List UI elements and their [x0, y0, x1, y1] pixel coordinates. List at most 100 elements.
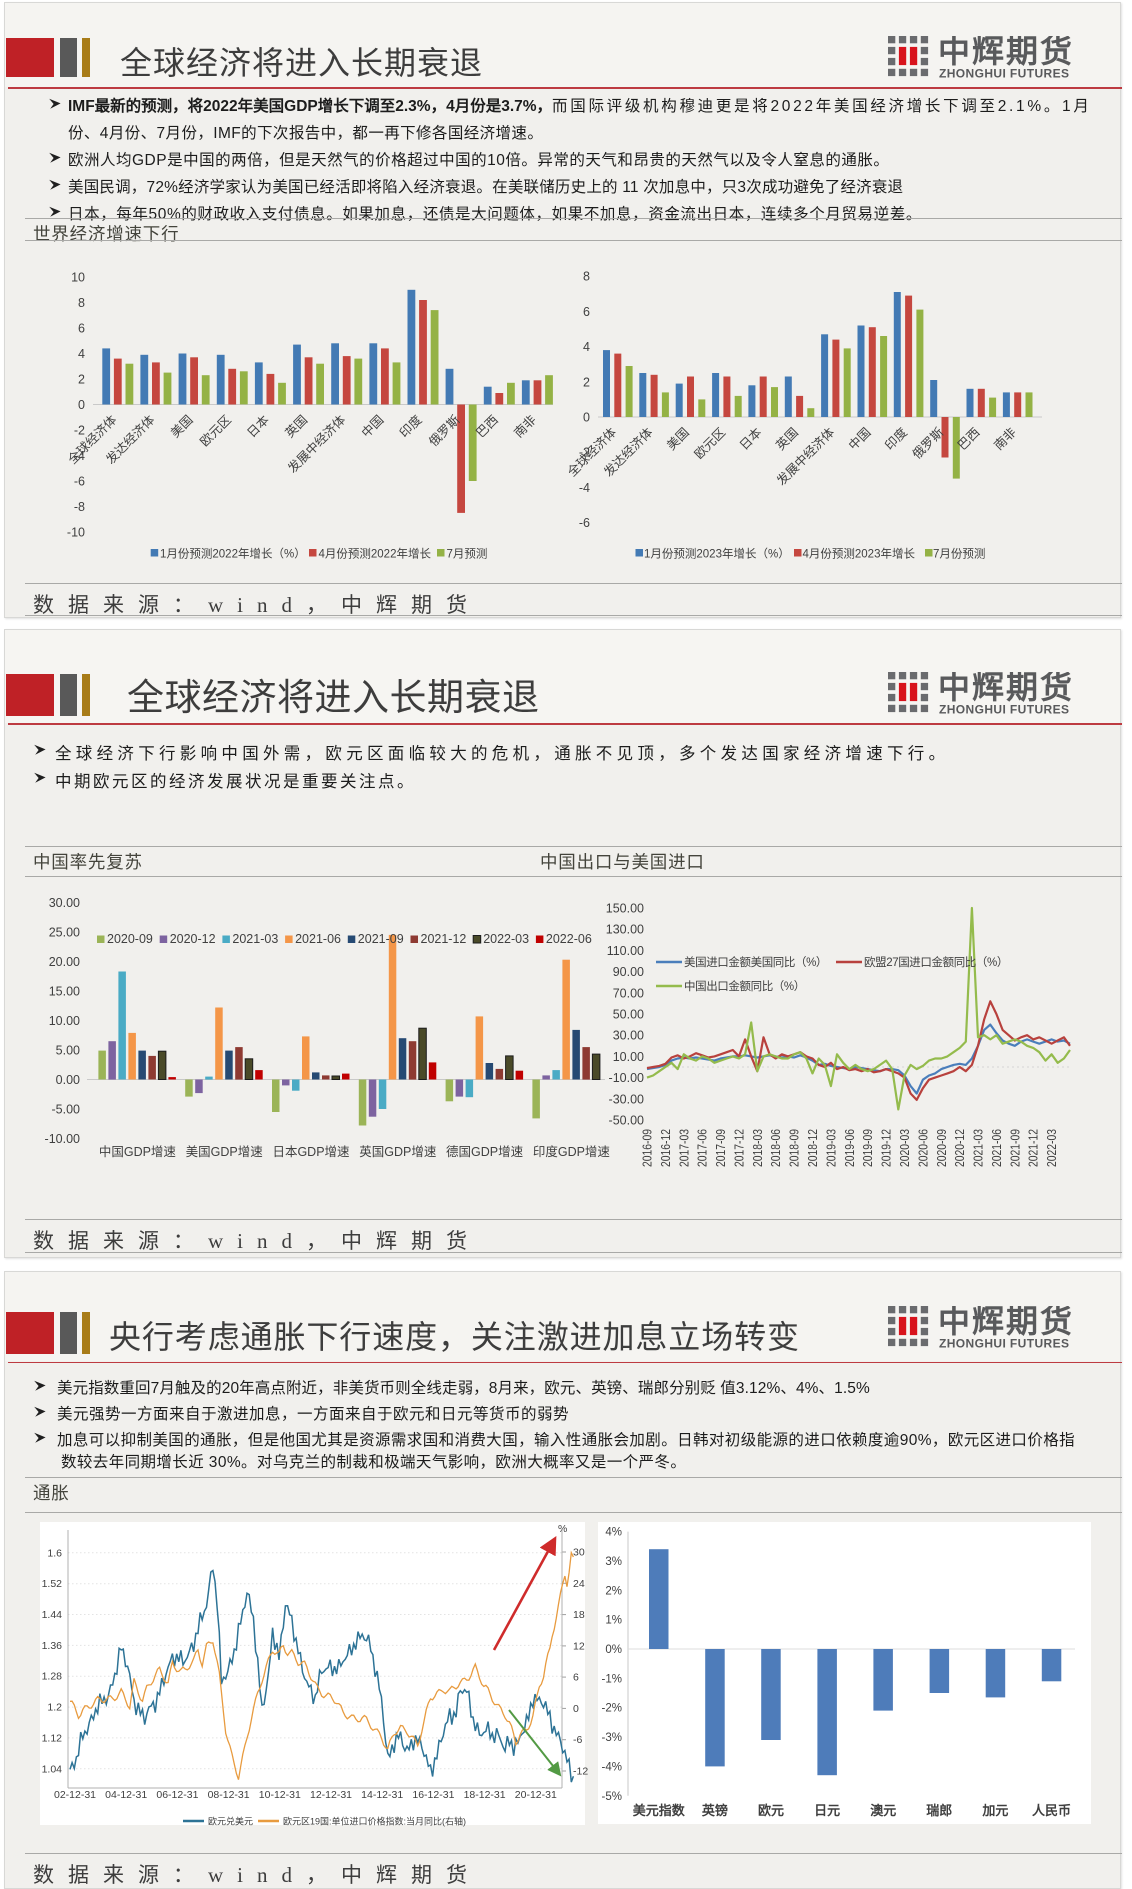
svg-text:2021-09: 2021-09	[1007, 1129, 1022, 1167]
svg-text:0: 0	[78, 398, 85, 412]
svg-text:日元: 日元	[814, 1803, 840, 1818]
svg-text:1.44: 1.44	[42, 1609, 63, 1621]
svg-text:12: 12	[573, 1640, 585, 1652]
svg-text:2021-03: 2021-03	[232, 932, 278, 946]
svg-text:中辉期货: 中辉期货	[938, 672, 1074, 705]
svg-text:欧元区: 欧元区	[197, 413, 233, 449]
svg-text:70.00: 70.00	[613, 986, 644, 1000]
svg-text:7月份预测: 7月份预测	[933, 548, 985, 561]
svg-text:1.04: 1.04	[42, 1763, 63, 1775]
svg-text:南非: 南非	[511, 412, 539, 440]
svg-text:-10: -10	[67, 526, 85, 540]
svg-text:2: 2	[583, 375, 590, 389]
svg-text:4月份预测2023年增长: 4月份预测2023年增长	[803, 547, 916, 561]
svg-text:-2: -2	[74, 424, 85, 438]
svg-text:6: 6	[78, 322, 85, 336]
svg-text:2020-09: 2020-09	[934, 1129, 949, 1167]
svg-text:2021-12: 2021-12	[421, 932, 467, 946]
svg-text:16-12-31: 16-12-31	[412, 1789, 454, 1801]
svg-text:1.2: 1.2	[47, 1702, 62, 1714]
svg-text:加元: 加元	[981, 1803, 1008, 1818]
svg-text:-5.00: -5.00	[52, 1103, 81, 1117]
svg-text:25.00: 25.00	[49, 926, 80, 940]
svg-text:18-12-31: 18-12-31	[464, 1789, 506, 1801]
svg-text:1.52: 1.52	[42, 1578, 63, 1590]
svg-text:2016-12: 2016-12	[658, 1129, 673, 1167]
svg-text:6: 6	[573, 1672, 579, 1684]
svg-text:-6: -6	[573, 1734, 582, 1746]
svg-text:欧元: 欧元	[758, 1803, 784, 1818]
svg-text:中国GDP增速: 中国GDP增速	[99, 1144, 177, 1159]
svg-text:0: 0	[583, 411, 590, 425]
svg-text:2017-06: 2017-06	[695, 1129, 710, 1167]
svg-text:美国: 美国	[168, 413, 196, 441]
svg-text:-30.00: -30.00	[609, 1092, 644, 1106]
svg-text:欧元区: 欧元区	[692, 425, 728, 461]
svg-text:10: 10	[71, 271, 85, 285]
svg-text:巴西: 巴西	[473, 413, 501, 441]
svg-text:人民币: 人民币	[1032, 1803, 1071, 1818]
svg-text:中国: 中国	[358, 412, 386, 440]
svg-text:10.00: 10.00	[613, 1050, 644, 1064]
svg-text:08-12-31: 08-12-31	[208, 1789, 250, 1801]
svg-text:欧元区19国:单位进口价格指数:当月同比(右轴): 欧元区19国:单位进口价格指数:当月同比(右轴)	[283, 1816, 466, 1827]
svg-text:50.00: 50.00	[613, 1008, 644, 1022]
svg-text:15.00: 15.00	[49, 985, 80, 999]
svg-text:2: 2	[78, 373, 85, 387]
svg-text:印度: 印度	[882, 424, 911, 453]
svg-text:2%: 2%	[605, 1585, 622, 1597]
svg-text:2019-12: 2019-12	[879, 1129, 894, 1167]
svg-text:0: 0	[573, 1703, 579, 1715]
svg-text:1月份预测2023年增长（%）: 1月份预测2023年增长（%）	[644, 547, 790, 561]
svg-text:2021-09: 2021-09	[358, 932, 404, 946]
svg-text:美国进口金额美国同比（%）: 美国进口金额美国同比（%）	[684, 955, 827, 969]
svg-text:30.00: 30.00	[613, 1029, 644, 1043]
svg-text:8: 8	[78, 296, 85, 310]
svg-text:ZHONGHUI FUTURES: ZHONGHUI FUTURES	[939, 703, 1069, 717]
svg-text:18: 18	[573, 1609, 585, 1621]
svg-text:2018-09: 2018-09	[787, 1129, 802, 1167]
svg-text:2020-12: 2020-12	[170, 932, 216, 946]
svg-text:0%: 0%	[605, 1644, 622, 1656]
svg-text:中辉期货: 中辉期货	[938, 1306, 1074, 1339]
svg-text:-2: -2	[579, 446, 590, 460]
svg-text:美国: 美国	[664, 425, 692, 453]
svg-text:90.00: 90.00	[613, 965, 644, 979]
svg-text:2020-09: 2020-09	[107, 932, 153, 946]
svg-text:欧盟27国进口金额同比（%）: 欧盟27国进口金额同比（%）	[864, 955, 1008, 969]
svg-text:%: %	[558, 1523, 567, 1535]
svg-text:2017-03: 2017-03	[676, 1129, 691, 1167]
svg-text:4: 4	[583, 340, 590, 354]
svg-text:04-12-31: 04-12-31	[105, 1789, 147, 1801]
svg-text:-12: -12	[573, 1766, 588, 1778]
svg-text:150.00: 150.00	[606, 902, 644, 916]
svg-text:欧元兑美元: 欧元兑美元	[208, 1816, 253, 1827]
svg-text:1月份预测2022年增长（%）: 1月份预测2022年增长（%）	[160, 547, 306, 561]
svg-text:日本: 日本	[737, 425, 765, 453]
svg-text:2020-12: 2020-12	[952, 1129, 967, 1167]
svg-text:2021-06: 2021-06	[295, 932, 341, 946]
svg-text:-50.00: -50.00	[609, 1114, 644, 1128]
svg-text:ZHONGHUI FUTURES: ZHONGHUI FUTURES	[939, 1337, 1069, 1351]
svg-text:中辉期货: 中辉期货	[938, 36, 1074, 69]
svg-text:2017-12: 2017-12	[732, 1129, 747, 1167]
svg-text:瑞郎: 瑞郎	[926, 1803, 952, 1818]
svg-text:日本: 日本	[244, 412, 272, 440]
svg-text:5.00: 5.00	[56, 1044, 80, 1058]
svg-text:1.28: 1.28	[42, 1671, 63, 1683]
svg-text:14-12-31: 14-12-31	[361, 1789, 403, 1801]
svg-text:2018-03: 2018-03	[750, 1129, 765, 1167]
svg-text:英国: 英国	[773, 425, 801, 453]
svg-text:2019-03: 2019-03	[823, 1129, 838, 1167]
svg-text:0.00: 0.00	[56, 1073, 80, 1087]
svg-text:10-12-31: 10-12-31	[259, 1789, 301, 1801]
svg-text:1.12: 1.12	[42, 1732, 63, 1744]
svg-text:2019-09: 2019-09	[860, 1129, 875, 1167]
svg-text:2021-03: 2021-03	[971, 1129, 986, 1167]
svg-text:英镑: 英镑	[701, 1803, 728, 1818]
svg-text:德国GDP增速: 德国GDP增速	[446, 1144, 524, 1159]
svg-text:南非: 南非	[991, 425, 1019, 453]
svg-text:英国: 英国	[283, 413, 311, 441]
svg-text:7月预测: 7月预测	[447, 548, 488, 561]
svg-text:美国GDP增速: 美国GDP增速	[186, 1144, 264, 1159]
